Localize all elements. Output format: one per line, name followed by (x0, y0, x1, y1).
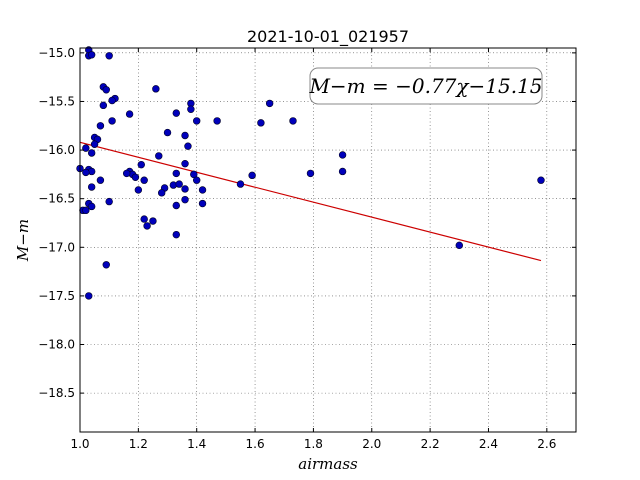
data-point (213, 117, 221, 125)
y-tick-label: −17.5 (38, 289, 75, 303)
x-tick-label: 2.6 (537, 437, 556, 451)
x-tick-label: 1.6 (246, 437, 265, 451)
x-tick-label: 1.4 (187, 437, 206, 451)
data-point (172, 230, 180, 239)
chart-title: 2021-10-01_021957 (247, 27, 409, 47)
data-point (236, 180, 245, 188)
data-point (184, 142, 192, 150)
data-point (155, 152, 163, 160)
data-point (87, 183, 96, 191)
data-point (306, 169, 315, 178)
x-axis-label: airmass (298, 455, 358, 473)
x-tick-label: 1.8 (304, 437, 323, 451)
data-point (122, 169, 131, 178)
x-tick-label: 1.2 (129, 437, 148, 451)
x-tick-label: 1.0 (70, 437, 89, 451)
data-point (181, 185, 189, 193)
y-tick-label: −15.5 (38, 94, 75, 108)
data-point (102, 86, 110, 94)
data-point (96, 122, 105, 130)
data-point (82, 168, 90, 177)
data-point (140, 215, 148, 223)
data-point (193, 117, 201, 125)
data-point (87, 202, 96, 211)
data-point (96, 176, 105, 184)
data-point (265, 99, 274, 108)
data-point (198, 186, 207, 194)
y-axis-label: M−m (14, 219, 32, 262)
data-point (455, 241, 463, 250)
data-point (193, 176, 201, 184)
data-point (131, 173, 140, 181)
y-tick-label: −15.0 (38, 46, 75, 60)
data-point (152, 85, 160, 93)
y-tick-label: −18.5 (38, 386, 75, 400)
data-point (125, 110, 134, 118)
data-point (87, 149, 96, 157)
data-point (108, 96, 116, 105)
data-point (149, 217, 157, 225)
x-tick-label: 2.2 (421, 437, 440, 451)
data-point (172, 109, 180, 117)
axis-ticks: 1.0 1.2 1.4 1.6 1.8 2.0 2.2 2.4 2.6 −15.0 −15.5 −16… (38, 46, 576, 451)
data-point (187, 105, 195, 113)
data-point (82, 144, 90, 152)
data-point (172, 201, 180, 210)
data-point (338, 151, 347, 159)
y-tick-label: −18.0 (38, 338, 75, 352)
data-point (537, 176, 545, 184)
fit-legend: M−m = −0.77χ−15.15 (308, 67, 543, 105)
data-point (87, 51, 96, 59)
fit-line-group (79, 141, 542, 262)
fit-legend-label: M−m = −0.77χ−15.15 (308, 74, 542, 98)
data-point (248, 171, 256, 180)
data-point (198, 199, 207, 208)
fit-legend-box (309, 67, 543, 105)
data-point (82, 206, 90, 215)
data-point (102, 261, 110, 269)
data-point (99, 101, 108, 110)
x-tick-label: 2.4 (479, 437, 498, 451)
data-point (190, 170, 198, 179)
y-tick-label: −16.5 (38, 192, 75, 206)
y-tick-label: −16.0 (38, 143, 75, 157)
data-point (90, 140, 99, 148)
data-point (289, 117, 297, 125)
data-point (137, 160, 145, 169)
data-point (181, 131, 189, 140)
data-point (108, 117, 116, 125)
data-point (143, 222, 151, 230)
data-point (181, 159, 189, 168)
data-points (76, 46, 545, 300)
fit-line (79, 141, 542, 262)
data-point (85, 292, 93, 300)
data-point (134, 186, 143, 194)
data-point (157, 189, 166, 197)
plot-area-frame (79, 47, 577, 433)
data-point (105, 52, 113, 60)
y-tick-label: −17.0 (38, 240, 75, 254)
data-point (105, 197, 113, 206)
data-point (338, 167, 347, 176)
data-point (175, 180, 183, 188)
data-point (163, 128, 172, 137)
x-tick-label: 2.0 (362, 437, 381, 451)
data-point (257, 119, 265, 127)
data-point (181, 195, 189, 204)
data-point (172, 169, 180, 178)
data-point (140, 176, 148, 184)
